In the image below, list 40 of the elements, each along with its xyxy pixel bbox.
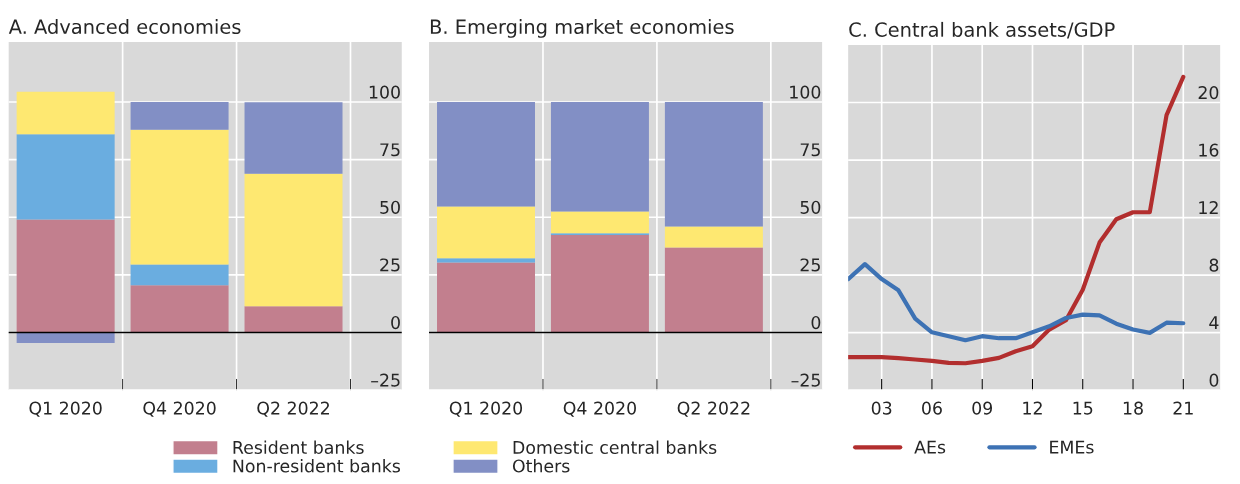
- y-tick-label: 20: [1198, 86, 1219, 100]
- x-tick-label: Q1 2020: [449, 401, 523, 417]
- x-tick-label: 03: [871, 401, 892, 415]
- y-tick-label: 0: [1209, 373, 1219, 387]
- x-tick-label: 18: [1123, 401, 1143, 415]
- legend-label: Resident banks: [233, 440, 364, 454]
- legend-label: Others: [512, 459, 570, 473]
- y-tick-label: 75: [380, 143, 400, 157]
- legend-label: AEs: [914, 440, 946, 454]
- y-tick-label: 25: [380, 258, 400, 272]
- x-tick-label: Q4 2020: [143, 401, 216, 417]
- legend-label: Domestic central banks: [513, 440, 717, 454]
- x-tick-label: 12: [1023, 401, 1042, 415]
- x-tick-label: 06: [922, 401, 942, 415]
- x-tick-label: Q1 2020: [29, 401, 102, 417]
- y-tick-label: –25: [791, 373, 820, 387]
- y-tick-label: 50: [800, 200, 821, 214]
- y-tick-label: 25: [800, 258, 820, 272]
- y-tick-label: 12: [1199, 201, 1218, 214]
- y-tick-label: 0: [811, 315, 821, 330]
- y-tick-label: 4: [1209, 316, 1219, 329]
- legend-label: Non-resident banks: [233, 459, 400, 473]
- y-tick-label: 50: [380, 200, 400, 214]
- x-tick-label: 15: [1073, 401, 1093, 415]
- chart-title: C. Central bank assets/GDP: [849, 21, 1115, 39]
- y-tick-label: 0: [391, 315, 400, 330]
- chart-title: A. Advanced economies: [8, 19, 241, 35]
- legend-label: EMEs: [1050, 440, 1094, 454]
- x-tick-label: 21: [1173, 401, 1193, 415]
- x-tick-label: Q2 2022: [257, 401, 329, 417]
- y-tick-label: 100: [790, 85, 821, 99]
- x-tick-label: Q2 2022: [677, 401, 750, 417]
- y-tick-label: 100: [369, 85, 400, 99]
- chart-title: B. Emerging market economies: [430, 19, 734, 38]
- y-tick-label: 16: [1199, 143, 1219, 157]
- x-tick-label: Q4 2020: [563, 401, 636, 417]
- x-tick-label: 09: [972, 401, 993, 415]
- y-tick-label: 8: [1209, 258, 1219, 272]
- y-tick-label: –25: [371, 373, 400, 387]
- y-tick-label: 75: [800, 143, 820, 157]
